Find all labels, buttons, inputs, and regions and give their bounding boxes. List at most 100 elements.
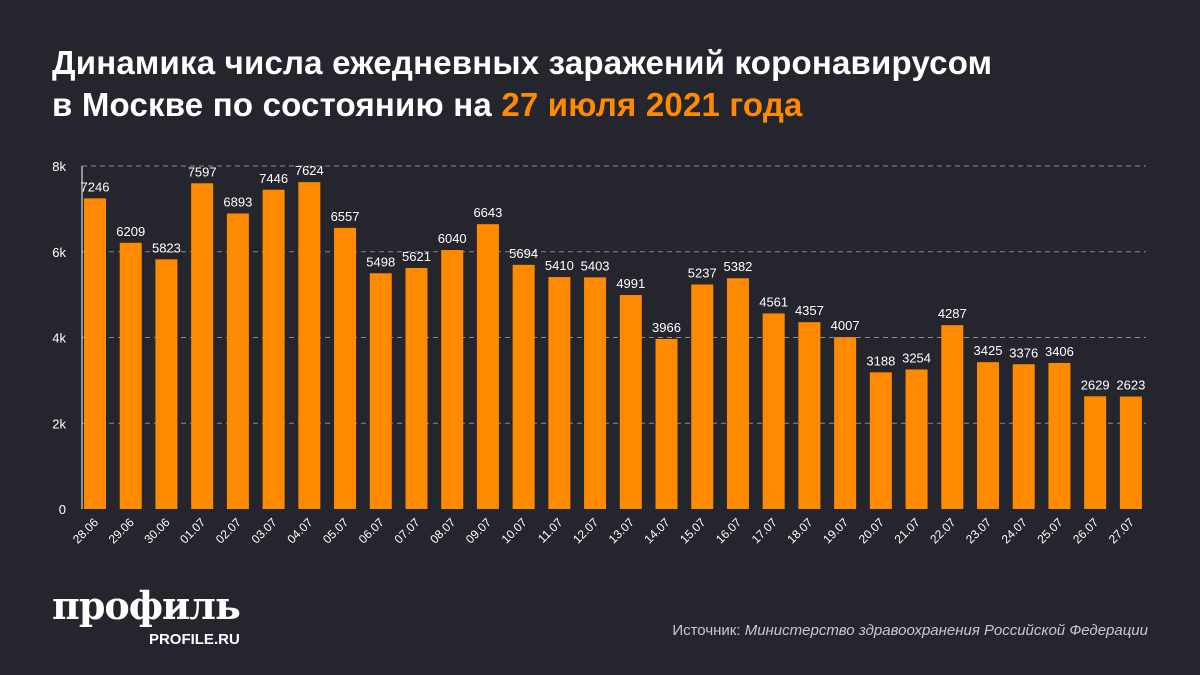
data-label: 2629 xyxy=(1081,377,1110,392)
data-label: 3425 xyxy=(974,343,1003,358)
bar xyxy=(548,277,571,509)
data-label: 3188 xyxy=(866,353,895,368)
logo: профиль PROFILE.RU xyxy=(52,583,241,649)
data-label: 5823 xyxy=(152,240,181,255)
y-tick-label: 4k xyxy=(52,331,66,346)
x-tick-label: 22.07 xyxy=(927,515,958,546)
bar xyxy=(512,264,535,509)
data-label: 7597 xyxy=(188,164,217,179)
data-label: 5382 xyxy=(723,259,752,274)
x-tick-label: 04.07 xyxy=(284,515,315,546)
data-label: 5498 xyxy=(366,254,395,269)
bar xyxy=(226,213,249,509)
x-tick-label: 01.07 xyxy=(177,515,208,546)
bar xyxy=(119,242,142,509)
y-tick-label: 2k xyxy=(52,416,66,431)
x-tick-label: 26.07 xyxy=(1070,515,1101,546)
data-label: 2623 xyxy=(1116,378,1145,393)
data-label: 4287 xyxy=(938,306,967,321)
x-tick-label: 11.07 xyxy=(535,515,566,546)
bar xyxy=(941,325,964,509)
bar xyxy=(476,224,499,509)
source-value: Министерство здравоохранения Российской … xyxy=(744,622,1148,639)
bar xyxy=(155,259,178,509)
bar xyxy=(298,182,321,509)
x-tick-label: 09.07 xyxy=(463,515,494,546)
x-tick-label: 24.07 xyxy=(999,515,1030,546)
data-label: 4561 xyxy=(759,294,788,309)
x-tick-label: 03.07 xyxy=(249,515,280,546)
bar xyxy=(655,338,678,509)
data-label: 5621 xyxy=(402,249,431,264)
data-label: 7624 xyxy=(295,163,324,178)
x-tick-label: 13.07 xyxy=(606,515,637,546)
bar xyxy=(869,372,892,509)
data-label: 6557 xyxy=(331,209,360,224)
data-label: 6040 xyxy=(438,231,467,246)
bar xyxy=(905,369,928,509)
bar xyxy=(441,250,464,509)
x-tick-label: 08.07 xyxy=(427,515,458,546)
data-label: 4991 xyxy=(616,276,645,291)
bar xyxy=(1084,396,1107,509)
data-label: 3966 xyxy=(652,320,681,335)
bar xyxy=(369,273,392,509)
x-tick-label: 05.07 xyxy=(320,515,351,546)
x-tick-label: 25.07 xyxy=(1034,515,1065,546)
title-prefix: в Москве по состоянию на xyxy=(52,86,502,123)
bar xyxy=(584,277,607,509)
bar xyxy=(977,362,999,509)
bar xyxy=(262,189,285,509)
data-label: 5237 xyxy=(688,265,717,280)
data-label: 3254 xyxy=(902,350,931,365)
data-label: 5403 xyxy=(581,258,610,273)
bar xyxy=(1048,362,1071,509)
x-tick-label: 21.07 xyxy=(892,515,923,546)
data-label: 4357 xyxy=(795,303,824,318)
bar xyxy=(405,267,428,509)
x-tick-label: 27.07 xyxy=(1106,515,1137,546)
y-tick-label: 8k xyxy=(52,159,66,174)
data-label: 6643 xyxy=(473,205,502,220)
title-line-2: в Москве по состоянию на 27 июля 2021 го… xyxy=(52,84,992,126)
bar xyxy=(762,313,785,509)
x-tick-label: 14.07 xyxy=(642,515,673,546)
x-tick-label: 28.06 xyxy=(70,515,101,546)
data-label: 3406 xyxy=(1045,344,1074,359)
x-tick-label: 06.07 xyxy=(356,515,387,546)
data-label: 6893 xyxy=(223,194,252,209)
x-tick-label: 07.07 xyxy=(391,515,422,546)
bar xyxy=(691,284,714,509)
x-tick-label: 10.07 xyxy=(499,515,530,546)
bar xyxy=(84,198,106,509)
bar xyxy=(334,227,357,509)
bar xyxy=(1012,364,1035,509)
bar xyxy=(619,295,642,509)
x-tick-label: 12.07 xyxy=(570,515,601,546)
x-tick-label: 15.07 xyxy=(677,515,708,546)
data-label: 3376 xyxy=(1009,345,1038,360)
x-tick-label: 23.07 xyxy=(963,515,994,546)
data-label: 5410 xyxy=(545,258,574,273)
x-tick-label: 18.07 xyxy=(784,515,815,546)
x-tick-label: 02.07 xyxy=(213,515,244,546)
x-tick-label: 17.07 xyxy=(749,515,780,546)
title-line-1: Динамика числа ежедневных заражений коро… xyxy=(52,44,993,81)
data-label: 7246 xyxy=(81,179,110,194)
chart-title: Динамика числа ежедневных заражений коро… xyxy=(52,42,992,126)
title-date: 27 июля 2021 года xyxy=(501,86,803,123)
bar xyxy=(834,337,857,509)
x-tick-label: 30.06 xyxy=(141,515,172,546)
source-note: Источник: Министерство здравоохранения Р… xyxy=(672,622,1148,639)
x-tick-label: 29.06 xyxy=(106,515,137,546)
bar xyxy=(191,183,214,509)
x-tick-label: 19.07 xyxy=(820,515,851,546)
data-label: 5694 xyxy=(509,246,538,261)
bar xyxy=(798,322,821,509)
bar xyxy=(1119,396,1142,509)
y-tick-label: 6k xyxy=(52,245,66,260)
y-tick-label: 0 xyxy=(59,502,66,517)
data-label: 4007 xyxy=(831,318,860,333)
logo-name: профиль xyxy=(52,583,241,628)
